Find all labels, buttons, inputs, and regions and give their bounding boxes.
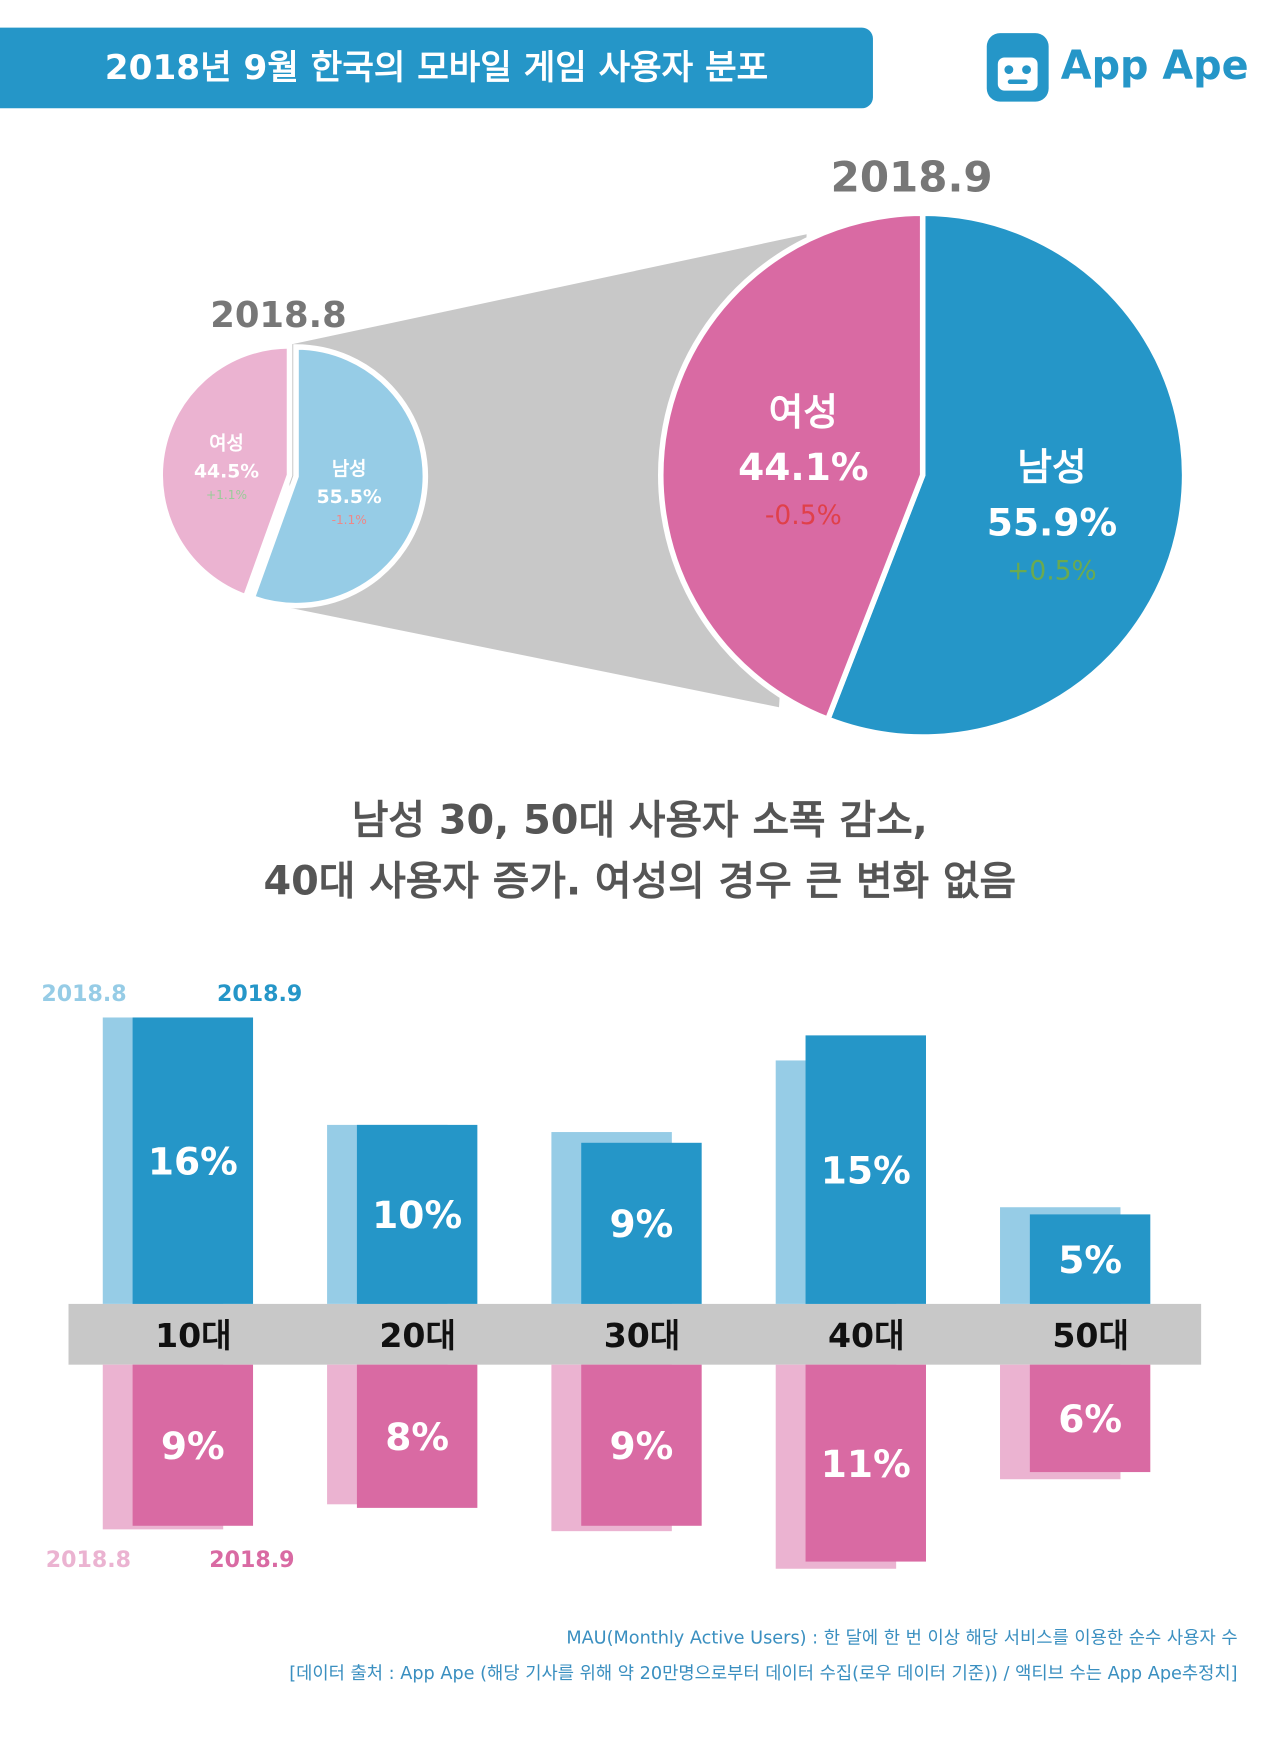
legend-label: 2018.9 (217, 981, 302, 1007)
pie-slice (658, 210, 926, 723)
slice-label: 남성 (332, 458, 367, 480)
legend-label: 2018.9 (209, 1547, 294, 1573)
slice-label: 여성 (769, 390, 838, 434)
x-tick-label: 10대 (155, 1316, 232, 1355)
pie-slice (824, 210, 1188, 740)
bar (581, 1142, 702, 1304)
pie-slice (157, 343, 293, 601)
legend-label: 2018.8 (41, 981, 126, 1007)
slice-value: 55.9% (987, 500, 1117, 544)
bar-value-label: 6% (1058, 1397, 1122, 1441)
slice-change: -1.1% (332, 513, 367, 527)
bar-value-label: 11% (821, 1442, 911, 1486)
zoom-funnel (289, 234, 807, 708)
title-bar (0, 27, 873, 109)
bar (805, 1364, 926, 1562)
bar-value-label: 15% (821, 1148, 911, 1192)
headline: 40대 사용자 증가. 여성의 경우 큰 변화 없음 (263, 859, 1016, 905)
slice-label: 남성 (1017, 445, 1086, 489)
legend-label: 2018.8 (46, 1547, 131, 1573)
slice-change: +1.1% (206, 488, 247, 502)
x-tick-label: 50대 (1052, 1316, 1129, 1355)
slice-label: 여성 (209, 433, 244, 455)
bar-value-label: 9% (161, 1424, 225, 1468)
x-tick-label: 30대 (604, 1316, 681, 1355)
slice-change: -0.5% (765, 500, 842, 531)
bar-value-label: 10% (372, 1193, 462, 1237)
bar-value-label: 16% (148, 1140, 238, 1184)
slice-value: 55.5% (317, 487, 382, 508)
bar-value-label: 8% (385, 1415, 449, 1459)
bar-value-label: 9% (610, 1424, 674, 1468)
axis-band (68, 1303, 1202, 1365)
bar (1029, 1364, 1151, 1473)
bar (356, 1364, 478, 1508)
x-tick-label: 20대 (379, 1316, 456, 1355)
bar (1029, 1214, 1151, 1304)
title: 2018년 9월 한국의 모바일 게임 사용자 분포 (105, 48, 768, 88)
slice-value: 44.5% (194, 461, 259, 482)
logo-icon (986, 33, 1049, 102)
bar (132, 1017, 254, 1304)
slice-change: +0.5% (1007, 555, 1097, 586)
headline: 남성 30, 50대 사용자 소폭 감소, (352, 798, 928, 844)
logo-text: App Ape (1061, 43, 1249, 89)
bar-value-label: 9% (610, 1202, 674, 1246)
bar (356, 1124, 478, 1304)
pie-title: 2018.9 (831, 153, 993, 202)
bar (132, 1364, 254, 1526)
pie-title: 2018.8 (210, 295, 346, 336)
bar-value-label: 5% (1058, 1238, 1122, 1282)
bar (805, 1035, 926, 1304)
footnote: [데이터 출처 : App Ape (해당 기사를 위해 약 20만명으로부터 … (289, 1663, 1237, 1684)
bar (581, 1364, 702, 1526)
x-tick-label: 40대 (828, 1316, 905, 1355)
pie-slice (248, 344, 429, 609)
footnote: MAU(Monthly Active Users) : 한 달에 한 번 이상 … (566, 1628, 1237, 1649)
slice-value: 44.1% (738, 445, 868, 489)
